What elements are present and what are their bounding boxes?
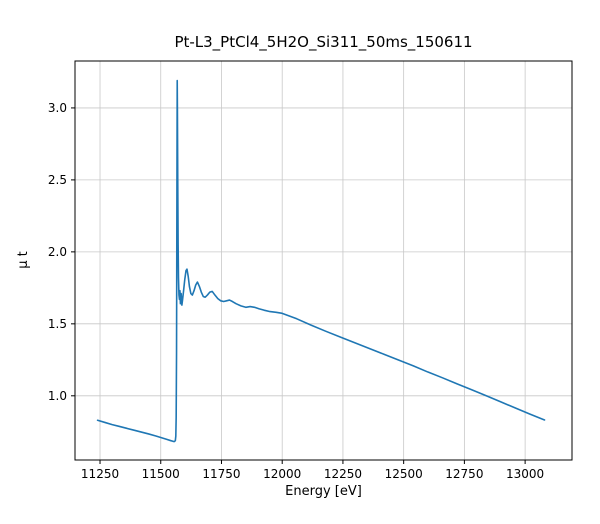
axis-layer: [74, 60, 573, 461]
x-tick-label: 11500: [142, 467, 180, 481]
y-tick-label: 3.0: [48, 101, 67, 115]
x-tick-label: 12000: [263, 467, 301, 481]
y-tick-label: 1.0: [48, 389, 67, 403]
x-axis-label: Energy [eV]: [285, 484, 362, 499]
x-tick-label: 11250: [81, 467, 119, 481]
x-tick-label: 12750: [445, 467, 483, 481]
y-tick-label: 2.5: [48, 173, 67, 187]
grid-layer: [75, 61, 572, 460]
x-tick-label: 13000: [506, 467, 544, 481]
data-line: [96, 79, 546, 443]
line-layer: [96, 79, 546, 443]
y-tick-label: 1.5: [48, 317, 67, 331]
x-tick-label: 12500: [385, 467, 423, 481]
axes-spines: [74, 60, 573, 461]
x-tick-label: 12250: [324, 467, 362, 481]
x-tick-label: 11750: [202, 467, 240, 481]
y-tick-label: 2.0: [48, 245, 67, 259]
tick-layer: 11250 11500 11750 12000 12250 12500 12750 13000…: [48, 101, 544, 481]
chart-title: Pt-L3_PtCl4_5H2O_Si311_50ms_150611: [174, 33, 472, 52]
y-axis-label: μ t: [16, 251, 31, 269]
